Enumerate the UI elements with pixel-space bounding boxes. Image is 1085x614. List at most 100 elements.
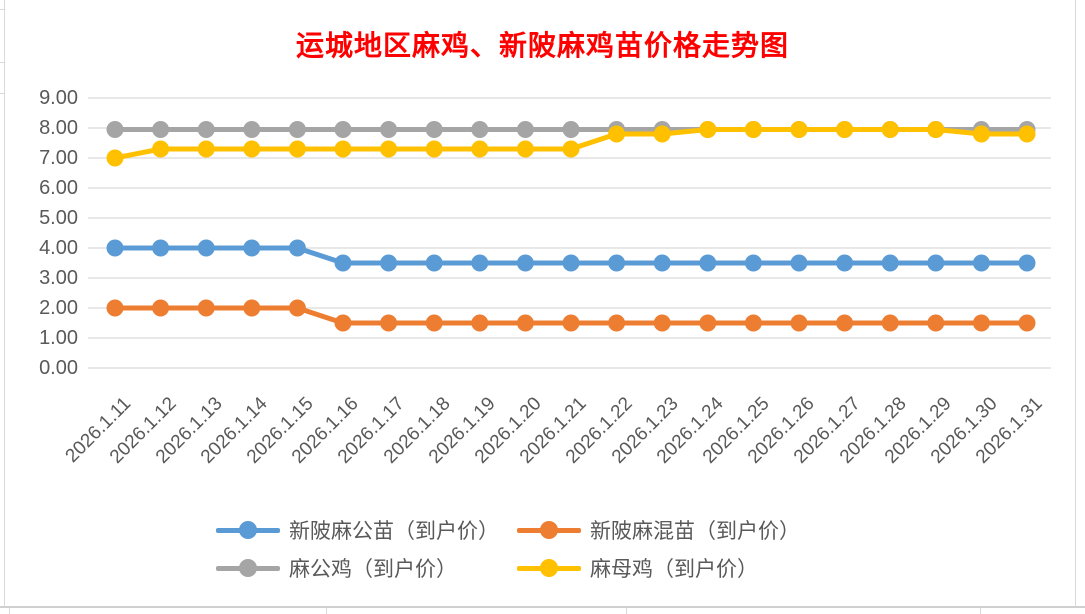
data-point (334, 140, 352, 158)
data-point (334, 254, 352, 272)
data-point (653, 314, 671, 332)
data-point (1018, 125, 1036, 143)
data-point (106, 239, 124, 257)
data-point (516, 121, 534, 138)
legend-item-3[interactable]: 麻母鸡（到户价） (517, 553, 800, 583)
data-point (197, 140, 215, 158)
data-point (608, 125, 626, 143)
legend-item-2[interactable]: 麻公鸡（到户价） (216, 553, 517, 583)
data-point (972, 125, 990, 143)
y-tick-label: 3.00 (39, 267, 78, 289)
y-tick-label: 5.00 (39, 207, 78, 229)
data-point (653, 125, 671, 143)
y-tick-label: 7.00 (39, 147, 78, 169)
y-tick-label: 1.00 (39, 327, 78, 349)
data-point (836, 254, 854, 272)
data-point (881, 254, 899, 272)
y-tick-label: 4.00 (39, 237, 78, 259)
data-point (608, 314, 626, 332)
worksheet-row-tick (0, 9, 4, 10)
data-point (836, 121, 854, 138)
legend-label: 新陂麻混苗（到户价） (590, 519, 800, 543)
legend-marker-icon (216, 559, 280, 577)
data-point (425, 140, 443, 158)
data-point (471, 140, 489, 158)
worksheet-left-border (4, 0, 5, 607)
data-point (106, 149, 124, 167)
legend-marker-icon (517, 559, 581, 577)
data-point (927, 314, 945, 332)
y-tick-label: 0.00 (39, 357, 78, 379)
data-point (106, 299, 124, 317)
worksheet-row-tick (0, 62, 4, 63)
data-point (927, 254, 945, 272)
data-point (197, 299, 215, 317)
data-point (288, 121, 306, 138)
data-point (380, 121, 398, 138)
data-point (699, 254, 717, 272)
data-point (152, 239, 170, 257)
data-point (881, 121, 899, 138)
data-point (380, 254, 398, 272)
data-point (288, 239, 306, 257)
data-point (744, 121, 762, 138)
data-point (744, 254, 762, 272)
data-point (106, 121, 124, 138)
data-point (881, 314, 899, 332)
data-point (1018, 254, 1036, 272)
legend-item-1[interactable]: 新陂麻混苗（到户价） (517, 515, 800, 545)
data-point (471, 254, 489, 272)
data-point (243, 239, 261, 257)
legend-marker-dot (239, 521, 257, 539)
legend-item-0[interactable]: 新陂麻公苗（到户价） (216, 515, 517, 545)
data-point (152, 121, 170, 138)
data-point (1018, 314, 1036, 332)
data-point (334, 121, 352, 138)
y-tick-label: 6.00 (39, 177, 78, 199)
legend-label: 麻母鸡（到户价） (590, 557, 758, 581)
data-point (653, 254, 671, 272)
data-point (562, 140, 580, 158)
worksheet-cell-tick (626, 608, 627, 614)
data-point (790, 121, 808, 138)
data-point (243, 121, 261, 138)
data-point (699, 121, 717, 138)
data-point (471, 314, 489, 332)
data-point (425, 254, 443, 272)
legend-marker-dot (540, 559, 558, 577)
data-point (562, 121, 580, 138)
y-tick-label: 8.00 (39, 117, 78, 139)
data-point (152, 140, 170, 158)
data-point (608, 254, 626, 272)
data-point (380, 140, 398, 158)
data-point (197, 239, 215, 257)
legend-marker-dot (540, 521, 558, 539)
worksheet-cell-tick (9, 608, 10, 614)
chart-title: 运城地区麻鸡、新陂麻鸡苗价格走势图 (295, 31, 789, 62)
data-point (334, 314, 352, 332)
worksheet-row-tick (0, 93, 4, 94)
data-point (288, 299, 306, 317)
data-point (380, 314, 398, 332)
worksheet-right-border (1075, 0, 1076, 607)
worksheet-cell-tick (980, 608, 981, 614)
data-point (927, 121, 945, 138)
data-point (972, 314, 990, 332)
y-tick-label: 2.00 (39, 297, 78, 319)
legend-marker-dot (239, 559, 257, 577)
data-point (836, 314, 854, 332)
data-point (152, 299, 170, 317)
data-point (562, 314, 580, 332)
data-point (425, 121, 443, 138)
worksheet-cell-tick (326, 608, 327, 614)
data-point (243, 299, 261, 317)
data-point (790, 254, 808, 272)
legend-marker-icon (216, 521, 280, 539)
data-point (699, 314, 717, 332)
worksheet-bottom-border (0, 606, 1085, 608)
data-point (243, 140, 261, 158)
data-point (471, 121, 489, 138)
data-point (516, 140, 534, 158)
